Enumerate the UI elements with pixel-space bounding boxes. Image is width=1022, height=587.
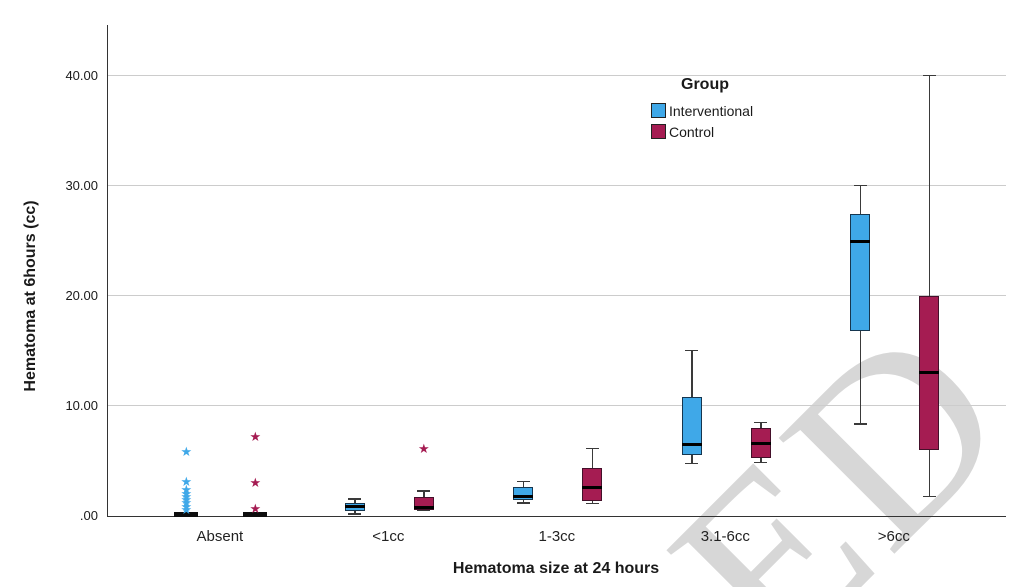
legend: Group Interventional Control — [651, 76, 753, 142]
outlier-star: ★ — [180, 496, 193, 512]
whisker-cap-high — [585, 447, 599, 450]
legend-swatch — [651, 103, 666, 118]
median-line — [344, 504, 365, 508]
box-interventional-4 — [850, 214, 871, 332]
outlier-star: ★ — [180, 503, 193, 519]
outlier-star: ★ — [180, 493, 193, 509]
outlier-star: ★ — [180, 499, 193, 515]
median-line — [413, 506, 434, 510]
y-tick-label: 20.00 — [65, 287, 98, 303]
outlier-star: ★ — [180, 474, 193, 490]
whisker-cap-low — [754, 461, 768, 464]
x-tick-label: <1cc — [372, 528, 405, 545]
legend-item-label: Control — [669, 123, 715, 140]
whisker-cap-high — [922, 74, 936, 77]
gridline-20 — [108, 295, 1006, 297]
box-interventional-3 — [681, 397, 702, 456]
outlier-star: ★ — [180, 489, 193, 505]
plot-area: ★ ★ ★ ★ ★ ★ ★ ★ ★ ★ ★ ★ ★ — [107, 25, 1006, 519]
legend-item: Control — [651, 121, 753, 142]
outlier-star: ★ — [249, 476, 262, 492]
whisker-cap-low — [516, 502, 530, 504]
y-tick-label: 30.00 — [65, 177, 98, 193]
collapsed-box-at-zero — [243, 511, 268, 517]
legend-item-label: Interventional — [669, 102, 754, 119]
whisker-cap-high — [853, 184, 867, 187]
whisker-line — [928, 75, 931, 497]
median-line — [850, 240, 871, 244]
y-tick-label: 40.00 — [65, 67, 98, 83]
box-control-2 — [582, 467, 603, 501]
outlier-star: ★ — [180, 482, 193, 498]
whisker-cap-high — [754, 421, 768, 424]
x-axis-title: Hematoma size at 24 hours — [452, 560, 660, 577]
whisker-cap-low — [585, 502, 599, 505]
whisker-cap-low — [922, 495, 936, 498]
legend-items: Interventional Control — [651, 100, 753, 142]
whisker-cap-low — [853, 423, 867, 425]
y-tick-label: .00 — [79, 508, 98, 523]
collapsed-box-at-zero — [174, 512, 199, 518]
whisker-cap-high — [516, 480, 530, 483]
legend-swatch — [651, 124, 666, 139]
median-line — [919, 371, 940, 375]
outlier-star: ★ — [418, 441, 430, 457]
whisker-cap-high — [417, 490, 431, 492]
outlier-star: ★ — [180, 486, 193, 502]
whisker-cap-high — [685, 349, 699, 352]
median-line — [513, 494, 534, 498]
x-tick-label: 3.1-6cc — [700, 528, 750, 545]
outlier-star: ★ — [249, 429, 262, 445]
whisker-cap-high — [348, 498, 362, 500]
whisker-cap-low — [417, 509, 431, 511]
whisker-cap-low — [348, 513, 362, 515]
outlier-star: ★ — [180, 445, 193, 461]
whisker-cap-low — [685, 462, 699, 465]
gridline-30 — [108, 185, 1006, 187]
median-line — [681, 442, 702, 446]
gridline-10 — [108, 405, 1006, 407]
legend-title: Group — [681, 76, 729, 93]
legend-item: Interventional — [651, 100, 753, 121]
x-tick-label: Absent — [196, 528, 244, 545]
outlier-star: ★ — [249, 501, 262, 517]
median-line — [750, 441, 771, 445]
median-line — [582, 485, 603, 489]
x-tick-label: >6cc — [877, 528, 910, 545]
y-tick-label: 10.00 — [65, 397, 98, 413]
x-tick-label: 1-3cc — [538, 528, 576, 545]
gridline-40 — [108, 75, 1006, 77]
